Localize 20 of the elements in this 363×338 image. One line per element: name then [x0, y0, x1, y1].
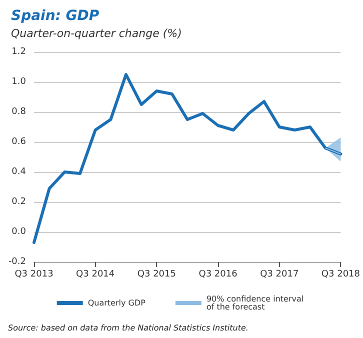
y-tick-label: 0.4: [12, 167, 26, 177]
y-tick-label: -0.2: [8, 257, 26, 267]
y-tick-label: 1.2: [12, 47, 26, 57]
y-tick-label: 0.8: [12, 107, 26, 117]
x-tick-label: Q3 2014: [76, 270, 115, 280]
y-tick-label: 0.0: [12, 227, 26, 237]
chart-title: Spain: GDP: [11, 8, 100, 24]
chart-subtitle: Quarter-on-quarter change (%): [11, 27, 182, 40]
legend-label: Quarterly GDP: [88, 298, 146, 308]
x-tick-label: Q3 2016: [198, 270, 238, 280]
y-tick-label: 0.6: [12, 137, 26, 147]
x-tick-label: Q3 2018: [321, 270, 360, 280]
x-tick-label: Q3 2015: [137, 270, 176, 280]
line-series: [32, 73, 342, 244]
x-tick-label: Q3 2013: [14, 270, 54, 280]
y-tick-label: 0.2: [12, 197, 26, 207]
y-tick-label: 1.0: [12, 77, 26, 87]
source-note: Source: based on data from the National Statistics Institute.: [8, 324, 248, 332]
legend-label: 90% confidence interval of the forecast: [206, 294, 306, 312]
x-tick-label: Q3 2017: [260, 270, 299, 280]
